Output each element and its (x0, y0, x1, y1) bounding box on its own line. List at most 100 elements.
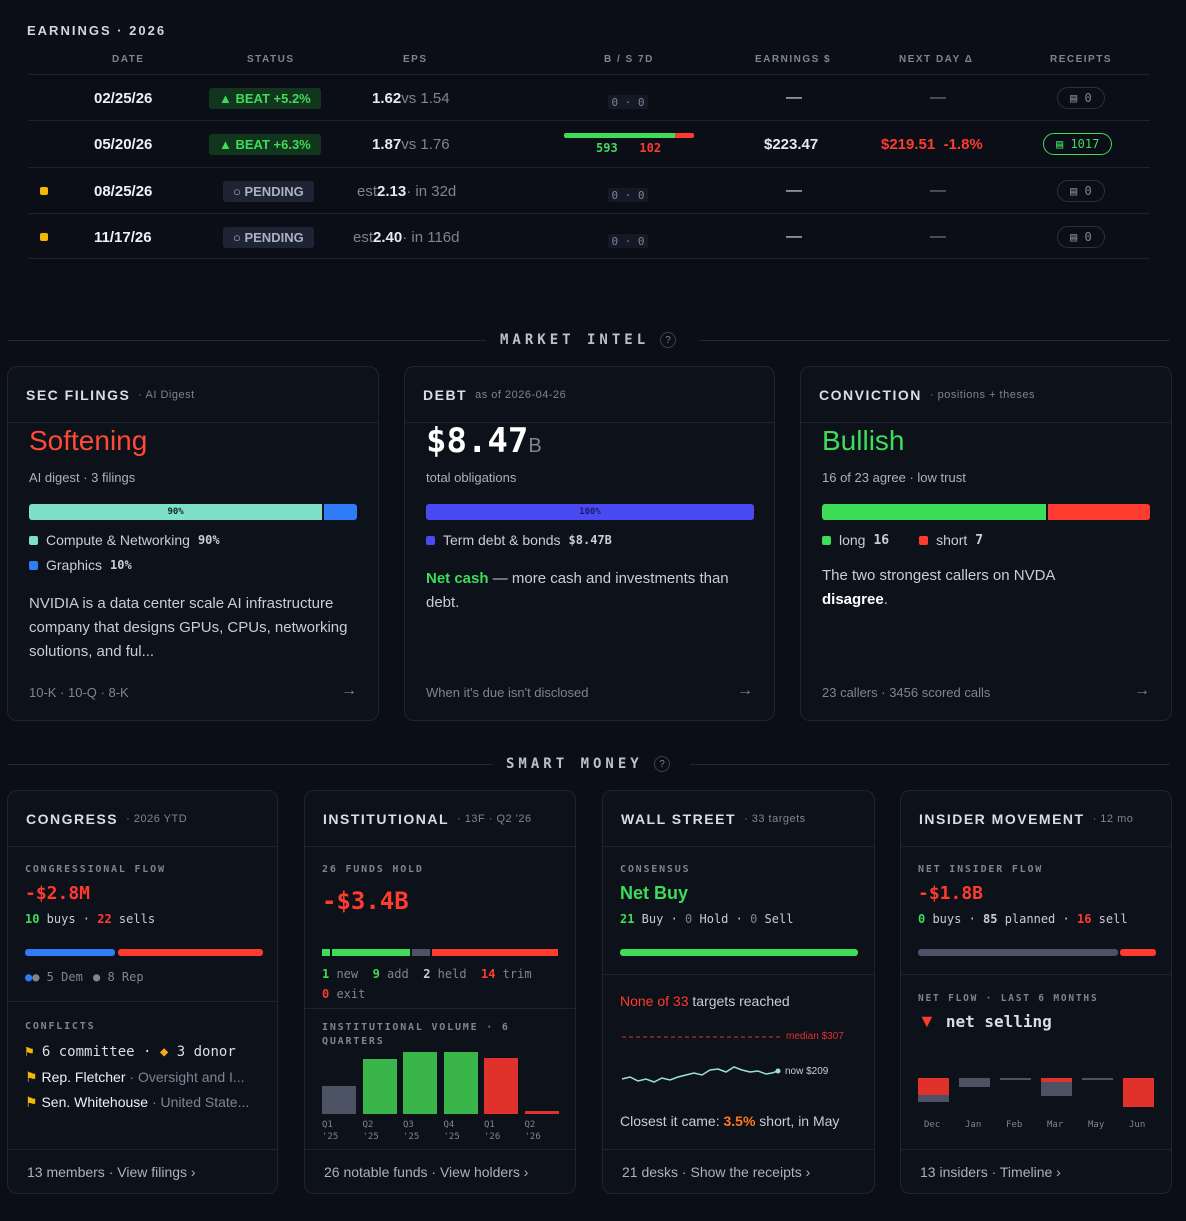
eps-est-prefix: est (353, 228, 374, 246)
long-count: 16 (873, 532, 890, 548)
volume-bar (484, 1058, 518, 1114)
earnings-title: EARNINGS · 2026 (27, 23, 167, 38)
donor-count: 3 donor (176, 1044, 236, 1060)
flow-label: NET INSIDER FLOW (918, 864, 1044, 875)
receipts-button[interactable]: ▤ 0 (1057, 180, 1105, 202)
card-title: WALL STREET (621, 810, 737, 827)
volume-bar (362, 1059, 397, 1114)
col-eps: EPS (403, 54, 428, 65)
insider-monthly-chart (918, 1078, 1158, 1118)
month-label: Dec (924, 1120, 941, 1130)
arrow-right-icon[interactable]: → (1134, 682, 1150, 699)
debt-value: $8.47 (426, 421, 529, 461)
divider (700, 340, 1170, 341)
closest-pct: 3.5% (723, 1113, 756, 1129)
earnings-row[interactable]: 11/17/26 ○ PENDING est 2.40 · in 116d 0 … (28, 213, 1150, 259)
quarter-label: Q2'26 (524, 1120, 541, 1142)
help-icon[interactable]: ? (654, 756, 670, 772)
conviction-card[interactable]: CONVICTION · positions + theses Bullish 1… (800, 366, 1172, 721)
member-conflict[interactable]: ⚑ Rep. Fletcher · Oversight and I... (25, 1069, 245, 1085)
median-target: median $307 (786, 1031, 844, 1042)
debt-meta: total obligations (426, 470, 517, 485)
smart-money-title: SMART MONEY (506, 756, 643, 772)
volume-bar (524, 1110, 559, 1114)
hold-count: 0 (685, 912, 693, 926)
legend-label: Compute & Networking (46, 532, 190, 548)
earnings-row[interactable]: 02/25/26 ▲ BEAT +5.2% 1.62 vs 1.54 0 · 0… (28, 74, 1150, 120)
bs-buy-count: 593 (596, 141, 618, 155)
institutional-card[interactable]: INSTITUTIONAL · 13F · Q2 '26 26 FUNDS HOL… (304, 790, 576, 1194)
legend-label: Term debt & bonds (443, 532, 561, 548)
legend-swatch (426, 535, 435, 545)
member-conflict[interactable]: ⚑ Sen. Whitehouse · United State... (25, 1094, 250, 1110)
wall-street-footer-link[interactable]: 21 desks · Show the receipts › (622, 1164, 811, 1180)
insider-sells: 16 (1076, 912, 1092, 926)
flag-icon: ⚑ (25, 1069, 38, 1085)
targets-text: targets reached (688, 993, 790, 1009)
earnings-row[interactable]: 08/25/26 ○ PENDING est 2.13 · in 32d 0 ·… (28, 167, 1150, 213)
nextday-delta: — (930, 228, 946, 245)
sec-meta: AI digest · 3 filings (29, 470, 136, 485)
funds-label: 26 FUNDS HOLD (322, 864, 424, 875)
col-date: DATE (112, 54, 145, 65)
earnings-row[interactable]: 05/20/26 ▲ BEAT +6.3% 1.87 vs 1.76 593 1… (28, 120, 1150, 166)
quarter-labels: Q1'25 Q2'25 Q3'25 Q4'25 Q1'26 Q2'26 (322, 1119, 562, 1145)
legend-swatch (822, 535, 831, 545)
nextday-delta: — (930, 89, 946, 106)
help-icon[interactable]: ? (660, 332, 676, 348)
party-bar (25, 949, 263, 956)
arrow-right-icon[interactable]: → (341, 682, 357, 699)
row-date: 02/25/26 (94, 89, 153, 107)
row-date: 05/20/26 (94, 135, 153, 153)
insider-footer-link[interactable]: 13 insiders · Timeline › (920, 1164, 1061, 1180)
congress-card[interactable]: CONGRESS · 2026 YTD CONGRESSIONAL FLOW -$… (7, 790, 278, 1194)
debt-card[interactable]: DEBT as of 2026-04-26 $8.47B total obliga… (404, 366, 775, 721)
nextday-delta: — (930, 182, 946, 199)
sec-filings-card[interactable]: SEC FILINGS · AI Digest Softening AI dige… (7, 366, 379, 721)
card-title: INSIDER MOVEMENT (919, 810, 1085, 827)
debt-bar: 100% (426, 504, 754, 520)
earnings-price: — (786, 228, 802, 245)
pending-dot (40, 187, 48, 195)
institutional-value: -$3.4B (322, 887, 409, 915)
insider-card[interactable]: INSIDER MOVEMENT · 12 mo NET INSIDER FLOW… (900, 790, 1172, 1194)
divider (690, 764, 1170, 765)
pending-dot (40, 233, 48, 241)
institutional-footer-link[interactable]: 26 notable funds · View holders › (324, 1164, 529, 1180)
receipts-button[interactable]: ▤ 0 (1057, 226, 1105, 248)
congress-buys: 10 (25, 912, 40, 926)
congress-sells: 22 (97, 912, 112, 926)
card-subtitle: · 13F · Q2 '26 (457, 812, 532, 825)
fund-action-bar (322, 949, 558, 956)
wall-street-card[interactable]: WALL STREET · 33 targets CONSENSUS Net Bu… (602, 790, 875, 1194)
month-bar (1000, 1078, 1031, 1080)
month-labels: Dec Jan Feb Mar May Jun (918, 1118, 1158, 1132)
eps-due: · in 116d (402, 228, 460, 246)
divider (8, 764, 492, 765)
consensus-value: Net Buy (620, 883, 689, 903)
divider (8, 340, 486, 341)
bs-counts: 0 · 0 (608, 234, 648, 248)
col-earnings: EARNINGS $ (755, 54, 832, 65)
flag-icon: ⚑ (25, 1094, 38, 1110)
conviction-desc-bold: disagree (822, 591, 884, 608)
sec-forms: 10-K · 10-Q · 8-K (29, 685, 129, 700)
congress-footer-link[interactable]: 13 members · View filings › (27, 1164, 196, 1180)
buys-label: buys · (39, 912, 98, 926)
receipts-button[interactable]: ▤ 0 (1057, 87, 1105, 109)
receipts-button[interactable]: ▤ 1017 (1043, 133, 1113, 155)
long-label: long (839, 532, 866, 548)
month-label: Jun (1129, 1120, 1146, 1130)
quarter-label: Q4'25 (443, 1120, 460, 1142)
sell-count: 0 (750, 912, 758, 926)
earnings-price: — (786, 89, 802, 106)
quarter-label: Q1'25 (322, 1120, 339, 1142)
eps-value: 1.62 (372, 89, 402, 107)
arrow-right-icon[interactable]: → (737, 682, 753, 699)
eps-est-prefix: est (357, 182, 378, 200)
short-count: 7 (975, 532, 984, 548)
consensus-bar (620, 949, 858, 956)
eps-compare: vs 1.54 (401, 89, 450, 107)
debt-unit: B (528, 435, 542, 457)
month-label: Mar (1047, 1120, 1064, 1130)
